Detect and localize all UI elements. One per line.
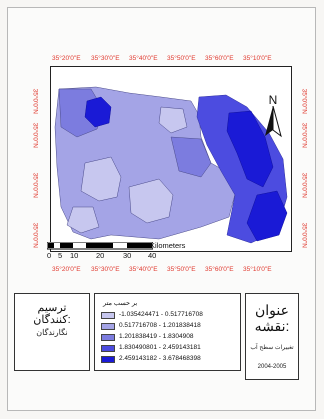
map-region-class3 <box>170 136 212 178</box>
scale-labels: 0 5 10 20 30 40 <box>47 251 177 261</box>
coord-label-top: 35°30'0"E <box>91 55 120 62</box>
map-region-class1 <box>66 206 100 234</box>
legend-swatch <box>101 334 115 341</box>
coord-label-right: 35°0'0"N <box>300 172 308 198</box>
coord-label-left: 35°0'0"N <box>31 172 39 198</box>
legend-label: 1.201838419 - 1.8304908 <box>119 333 194 340</box>
legend-swatch <box>101 323 115 330</box>
coord-label-right: 35°0'0"N <box>300 122 308 148</box>
contour-map <box>54 86 288 244</box>
legend-label: -1.035424471 - 0.517716708 <box>119 311 203 318</box>
scale-tick-label: 20 <box>96 251 105 260</box>
legend-label: 0.517716708 - 1.201838418 <box>119 322 201 329</box>
designer-box: ترسیم کنندگان: نگارندگان <box>14 293 90 371</box>
scale-bar-graphic <box>47 242 153 250</box>
coord-label-bottom: 35°40'0"E <box>129 266 158 273</box>
legend-label: 2.459143182 - 3.678468398 <box>119 355 201 362</box>
legend-swatch <box>101 356 115 363</box>
designer-title: ترسیم کنندگان: <box>15 302 89 326</box>
map-region-class1 <box>128 178 174 224</box>
legend-swatch <box>101 345 115 352</box>
scale-tick-label: 0 <box>47 251 52 260</box>
coord-label-top: 35°20'0"E <box>52 55 81 62</box>
coord-label-left: 35°0'0"N <box>31 222 39 248</box>
map-region-class5 <box>226 110 274 188</box>
scale-tick-label: 40 <box>148 251 157 260</box>
map-region-class1 <box>80 156 122 202</box>
title-box: عنوان نقشه: تغییرات سطح آب 2004-2005 <box>245 293 299 380</box>
north-arrow: N <box>261 93 285 139</box>
legend-box: بر حسب متر -1.035424471 - 0.517716708 0.… <box>94 293 241 371</box>
map-frame: N <box>50 66 292 252</box>
coord-label-bottom: 35°30'0"E <box>91 266 120 273</box>
scale-bar <box>47 240 213 260</box>
north-arrow-icon <box>265 106 282 138</box>
designer-title-line1: ترسیم <box>37 302 67 314</box>
legend-label: 1.830490801 - 2.459143181 <box>119 344 201 351</box>
map-subtitle: تغییرات سطح آب <box>250 345 294 351</box>
map-title: عنوان نقشه: <box>246 302 298 334</box>
coord-label-right: 35°0'0"N <box>300 222 308 248</box>
coord-label-top: 35°40'0"E <box>129 55 158 62</box>
coord-label-top: 35°50'0"E <box>167 55 196 62</box>
coord-label-top: 35°10'0"E <box>243 55 272 62</box>
designer-name: نگارندگان <box>36 328 68 337</box>
coord-label-bottom: 35°50'0"E <box>167 266 196 273</box>
coord-label-bottom: 35°20'0"E <box>52 266 81 273</box>
coord-label-bottom: 35°10'0"E <box>243 266 272 273</box>
coord-label-bottom: 35°60'0"E <box>205 266 234 273</box>
designer-title-line2: کنندگان: <box>33 314 71 326</box>
legend-title: بر حسب متر <box>103 300 138 307</box>
scale-tick-label: 30 <box>123 251 132 260</box>
map-title-line2: نقشه: <box>254 318 290 334</box>
map-region-class5 <box>84 96 112 128</box>
map-years: 2004-2005 <box>257 364 287 370</box>
legend-swatch <box>101 312 115 319</box>
map-region-class1 <box>158 106 188 134</box>
scale-tick-label: 10 <box>70 251 79 260</box>
scale-unit: Kilometers <box>150 241 186 250</box>
north-label: N <box>268 93 278 107</box>
map-title-line1: عنوان <box>255 302 289 318</box>
coord-label-top: 35°60'0"E <box>205 55 234 62</box>
coord-label-left: 35°0'0"N <box>31 122 39 148</box>
map-region-class5 <box>246 190 288 242</box>
scale-tick-label: 5 <box>58 251 63 260</box>
